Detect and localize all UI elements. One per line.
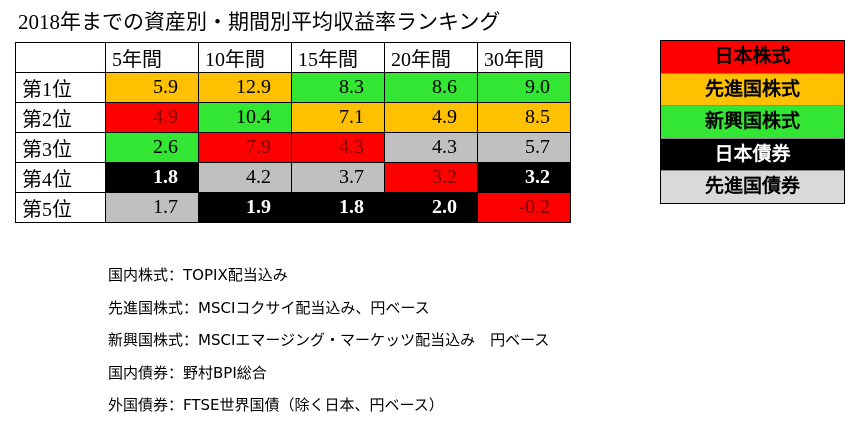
note: 外国債券：FTSE世界国債（除く日本、円ベース）	[108, 396, 444, 414]
value-cell: 3.2	[477, 162, 571, 193]
value-cell: -0.2	[477, 192, 571, 223]
value-cell: 4.2	[198, 162, 292, 193]
rank-label: 第1位	[15, 72, 106, 103]
legend-item: 日本株式	[661, 41, 844, 74]
value-cell: 5.9	[105, 72, 199, 103]
rank-label: 第2位	[15, 102, 106, 133]
value-cell: 4.3	[384, 132, 478, 163]
value-cell: 3.7	[291, 162, 385, 193]
value-cell: 2.6	[105, 132, 199, 163]
value-cell: 5.7	[477, 132, 571, 163]
notes: 国内株式：TOPIX配当込み先進国株式：MSCIコクサイ配当込み、円ベース新興国…	[108, 262, 549, 425]
rank-label: 第5位	[15, 192, 106, 223]
header-cell: 15年間	[291, 42, 385, 73]
note: 先進国株式：MSCIコクサイ配当込み、円ベース	[108, 298, 430, 317]
corner-cell	[15, 42, 106, 73]
table-row: 第5位 1.7 1.9 1.8 2.0 -0.2	[15, 192, 571, 223]
legend: 日本株式 先進国株式 新興国株式 日本債券 先進国債券	[660, 40, 845, 204]
rank-label: 第3位	[15, 132, 106, 163]
value-cell: 12.9	[198, 72, 292, 103]
header-cell: 30年間	[477, 42, 571, 73]
ranking-table: 5年間 10年間 15年間 20年間 30年間 第1位 5.9 12.9 8.3 8.6 9.0 第2…	[15, 42, 571, 223]
header-row: 5年間 10年間 15年間 20年間 30年間	[15, 42, 571, 73]
note: 国内債券：野村BPI総合	[108, 363, 267, 382]
value-cell: 7.1	[291, 102, 385, 133]
table-row: 第2位 4.9 10.4 7.1 4.9 8.5	[15, 102, 571, 133]
value-cell: 1.7	[105, 192, 199, 223]
value-cell: 8.5	[477, 102, 571, 133]
value-cell: 4.9	[384, 102, 478, 133]
value-cell: 10.4	[198, 102, 292, 133]
header-cell: 10年間	[198, 42, 292, 73]
table-row: 第4位 1.8 4.2 3.7 3.2 3.2	[15, 162, 571, 193]
value-cell: 8.6	[384, 72, 478, 103]
table-row: 第3位 2.6 7.9 4.3 4.3 5.7	[15, 132, 571, 163]
value-cell: 1.8	[291, 192, 385, 223]
title: 2018年までの資産別・期間別平均収益率ランキング	[18, 10, 501, 34]
header-cell: 20年間	[384, 42, 478, 73]
value-cell: 2.0	[384, 192, 478, 223]
value-cell: 9.0	[477, 72, 571, 103]
legend-item: 先進国株式	[661, 73, 844, 107]
value-cell: 3.2	[384, 162, 478, 193]
rank-label: 第4位	[15, 162, 106, 193]
legend-item: 新興国株式	[661, 106, 844, 139]
note: 国内株式：TOPIX配当込み	[108, 266, 288, 284]
header-cell: 5年間	[105, 42, 199, 73]
value-cell: 1.9	[198, 192, 292, 223]
value-cell: 8.3	[291, 72, 385, 103]
note: 新興国株式：MSCIエマージング・マーケッツ配当込み 円ベース	[108, 331, 550, 349]
legend-item: 日本債券	[661, 138, 844, 172]
value-cell: 7.9	[198, 132, 292, 163]
value-cell: 1.8	[105, 162, 199, 193]
legend-item: 先進国債券	[661, 171, 844, 203]
value-cell: 4.3	[291, 132, 385, 163]
value-cell: 4.9	[105, 102, 199, 133]
table-row: 第1位 5.9 12.9 8.3 8.6 9.0	[15, 72, 571, 103]
